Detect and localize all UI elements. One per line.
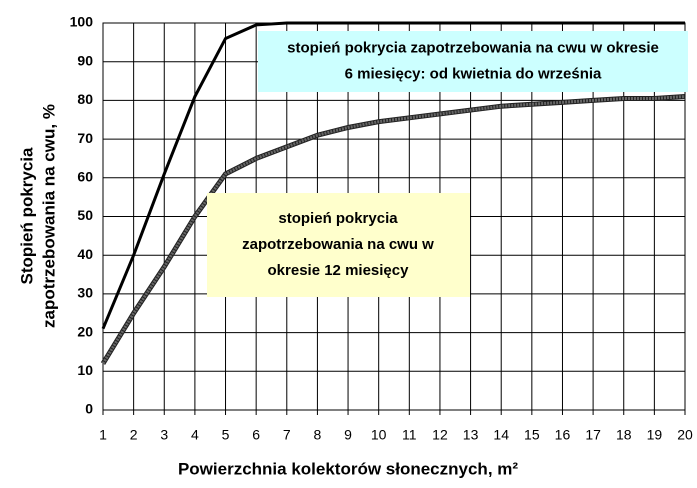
x-tick-label: 1 (99, 427, 107, 443)
x-axis-label: Powierzchnia kolektorów słonecznych, m² (178, 459, 518, 478)
x-tick-label: 6 (252, 427, 260, 443)
x-tick-label: 4 (191, 427, 199, 443)
x-tick-label: 12 (432, 427, 448, 443)
x-tick-label: 11 (402, 427, 417, 443)
annotation-text: okresie 12 miesięcy (268, 262, 410, 279)
y-tick-label: 100 (70, 14, 94, 30)
x-tick-label: 16 (555, 427, 571, 443)
x-tick-label: 9 (344, 427, 352, 443)
x-tick-label: 5 (222, 427, 230, 443)
x-tick-label: 17 (585, 427, 601, 443)
x-tick-label: 18 (616, 427, 632, 443)
y-tick-label: 20 (77, 323, 93, 339)
annotation-text: 6 miesięcy: od kwietnia do września (345, 65, 602, 82)
x-tick-label: 10 (371, 427, 387, 443)
x-tick-label: 3 (160, 427, 168, 443)
y-tick-label: 90 (77, 52, 93, 68)
annotation-box (258, 31, 688, 92)
y-axis-label: zapotrzebowania na cwu, % (39, 104, 58, 328)
annotation-text: stopień pokrycia (278, 210, 398, 227)
series-line (101, 21, 685, 330)
y-tick-label: 60 (77, 169, 93, 185)
x-tick-label: 8 (314, 427, 322, 443)
y-tick-label: 0 (85, 401, 93, 417)
x-tick-label: 20 (677, 427, 693, 443)
y-tick-label: 40 (77, 246, 93, 262)
x-tick-label: 2 (130, 427, 138, 443)
y-tick-label: 30 (77, 285, 93, 301)
x-tick-label: 19 (647, 427, 663, 443)
series-line (101, 95, 686, 365)
annotation-text: stopień pokrycia zapotrzebowania na cwu … (287, 39, 659, 56)
annotation-text: zapotrzebowania na cwu w (242, 236, 434, 253)
x-tick-label: 13 (463, 427, 479, 443)
y-tick-label: 10 (77, 362, 93, 378)
x-tick-label: 14 (493, 427, 509, 443)
y-tick-label: 50 (77, 207, 93, 223)
y-tick-label: 80 (77, 91, 93, 107)
y-tick-label: 70 (77, 130, 93, 146)
x-tick-label: 7 (283, 427, 291, 443)
annotation-box (207, 193, 470, 297)
y-axis-label: Stopień pokrycia (17, 147, 36, 285)
x-tick-label: 15 (524, 427, 540, 443)
